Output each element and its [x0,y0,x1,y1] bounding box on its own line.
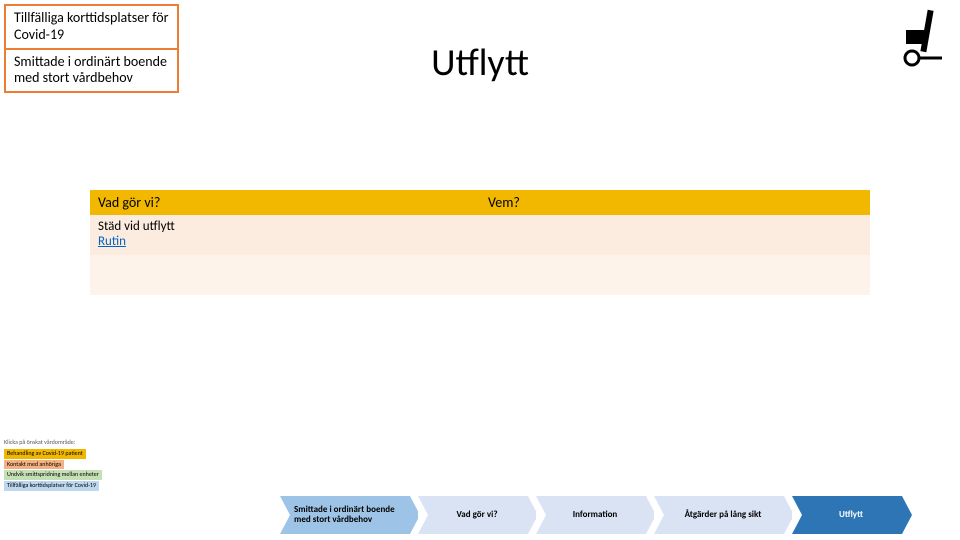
cell-empty [90,255,480,295]
nav-step-utflytt[interactable]: Utflytt [792,496,902,534]
cell-empty [480,255,870,295]
cell-text: Städ vid utflytt [98,219,175,234]
table-row: Städ vid utflytt Rutin [90,215,870,255]
legend-item[interactable]: Tillfälliga korttidsplatser för Covid-19 [4,481,99,491]
legend-item[interactable]: Behandling av Covid-19 patient [4,449,86,459]
legend-item[interactable]: Kontakt med anhöriga [4,460,64,470]
legend-item[interactable]: Undvik smittspridning mellan enheter [4,470,102,480]
main-table: Vad gör vi? Vem? Städ vid utflytt Rutin [90,190,870,295]
nav-step-context[interactable]: Smittade i ordinärt boende med stort vår… [280,496,410,534]
hand-truck-icon [898,8,948,68]
breadcrumb-nav: Smittade i ordinärt boende med stort vår… [280,496,902,534]
nav-step-information[interactable]: Information [536,496,646,534]
table-header-2: Vem? [480,190,870,215]
table-header-1: Vad gör vi? [90,190,480,215]
nav-step-vadgor[interactable]: Vad gör vi? [418,496,528,534]
rutin-link[interactable]: Rutin [98,234,126,249]
legend-title: Klicka på önskat vårdområde: [4,439,102,447]
table-row [90,255,870,295]
legend: Klicka på önskat vårdområde: Behandling … [4,439,102,492]
page-title: Utflytt [320,40,640,86]
context-box-1[interactable]: Tillfälliga korttidsplatser för Covid-19 [4,4,179,50]
cell-empty [480,215,870,255]
context-boxes: Tillfälliga korttidsplatser för Covid-19… [4,4,179,93]
nav-step-atgarder[interactable]: Åtgärder på lång sikt [654,496,784,534]
context-box-2[interactable]: Smittade i ordinärt boende med stort vår… [4,50,179,94]
